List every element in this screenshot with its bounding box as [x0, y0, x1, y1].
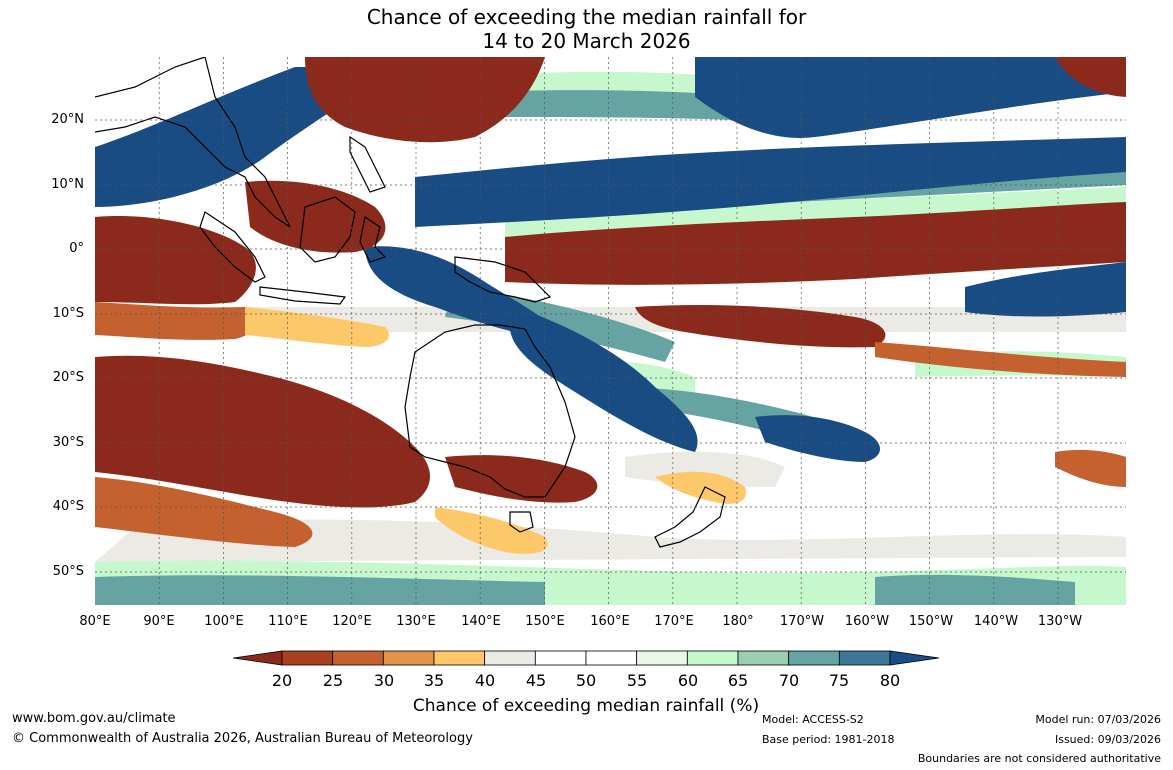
colorbar-extension-low: [233, 650, 283, 666]
new-guinea-coastline: [454, 256, 552, 303]
tasmania-coastline: [509, 511, 534, 533]
lon-label-110e: 110°E: [268, 614, 308, 629]
rainfall-map: [95, 57, 1126, 605]
website-link[interactable]: www.bom.gov.au/climate: [12, 711, 176, 726]
lon-label-150w: 150°W: [908, 614, 954, 629]
lon-label-100e: 100°E: [204, 614, 244, 629]
colorbar: [233, 650, 939, 666]
band-dry-orange: [95, 302, 1126, 547]
lat-label-10n: 10°N: [51, 177, 84, 192]
colorbar-tick-75: 75: [828, 671, 850, 690]
sumatra-coastline: [199, 211, 266, 283]
colorbar-bin: [788, 650, 840, 666]
colorbar-bin: [686, 650, 739, 666]
lon-label-120e: 120°E: [332, 614, 372, 629]
colorbar-tick-20: 20: [271, 671, 293, 690]
lon-label-150e: 150°E: [525, 614, 565, 629]
colorbar-bin: [332, 650, 384, 666]
band-dry-brown: [95, 57, 1126, 508]
colorbar-tick-65: 65: [727, 671, 749, 690]
colorbar-tick-45: 45: [525, 671, 547, 690]
new-zealand-coastline: [654, 486, 726, 548]
copyright-text: © Commonwealth of Australia 2026, Austra…: [12, 731, 473, 746]
java-coastline: [259, 286, 347, 305]
lon-label-140w: 140°W: [973, 614, 1019, 629]
colorbar-bin: [636, 650, 688, 666]
lat-label-50s: 50°S: [52, 564, 84, 579]
model-name: Model: ACCESS-S2: [762, 713, 864, 726]
lat-label-40s: 40°S: [52, 499, 84, 514]
coastlines: [95, 57, 726, 548]
colorbar-tick-80: 80: [879, 671, 901, 690]
australia-coastline: [404, 324, 576, 498]
lat-label-20s: 20°S: [52, 370, 84, 385]
lon-label-130w: 130°W: [1037, 614, 1083, 629]
asia-coastline: [95, 57, 291, 228]
colorbar-tick-30: 30: [373, 671, 395, 690]
lat-label-20n: 20°N: [51, 112, 84, 127]
colorbar-tick-60: 60: [677, 671, 699, 690]
borneo-coastline: [299, 196, 356, 263]
chart-title-line1: Chance of exceeding the median rainfall …: [366, 5, 807, 29]
lon-label-160w: 160°W: [844, 614, 890, 629]
colorbar-tick-40: 40: [474, 671, 496, 690]
sulawesi-coastline: [359, 216, 387, 263]
colorbar-bin: [433, 650, 486, 666]
lon-label-90e: 90°E: [143, 614, 175, 629]
colorbar-label: Chance of exceeding median rainfall (%): [412, 696, 760, 716]
lat-label-0: 0°: [69, 241, 84, 256]
colorbar-tick-50: 50: [575, 671, 597, 690]
lon-label-170w: 170°W: [779, 614, 825, 629]
lat-label-30s: 30°S: [52, 435, 84, 450]
colorbar-tick-55: 55: [626, 671, 648, 690]
colorbar-bin: [585, 650, 638, 666]
colorbar-tick-25: 25: [322, 671, 344, 690]
colorbar-bin: [534, 650, 587, 666]
colorbar-bin: [838, 650, 891, 666]
issued-date: Issued: 09/03/2026: [1054, 733, 1161, 746]
lon-label-130e: 130°E: [396, 614, 436, 629]
boundaries-disclaimer: Boundaries are not considered authoritat…: [917, 752, 1161, 765]
colorbar-tick-70: 70: [778, 671, 800, 690]
philippines-coastline: [349, 135, 386, 193]
colorbar-extension-high: [889, 650, 939, 666]
colorbar-bin: [382, 650, 435, 666]
colorbar-bin: [737, 650, 790, 666]
model-run-date: Model run: 07/03/2026: [1035, 713, 1161, 726]
lon-label-160e: 160°E: [590, 614, 630, 629]
lon-label-180: 180°: [722, 614, 754, 629]
graticule: [95, 57, 1126, 605]
base-period: Base period: 1981-2018: [762, 733, 895, 746]
colorbar-tick-35: 35: [423, 671, 445, 690]
colorbar-bin: [281, 650, 334, 666]
lat-label-10s: 10°S: [52, 306, 84, 321]
colorbar-bin: [484, 650, 536, 666]
lon-label-140e: 140°E: [461, 614, 501, 629]
lon-label-80e: 80°E: [79, 614, 111, 629]
chart-title-line2: 14 to 20 March 2026: [482, 29, 691, 53]
lon-label-170e: 170°E: [654, 614, 694, 629]
